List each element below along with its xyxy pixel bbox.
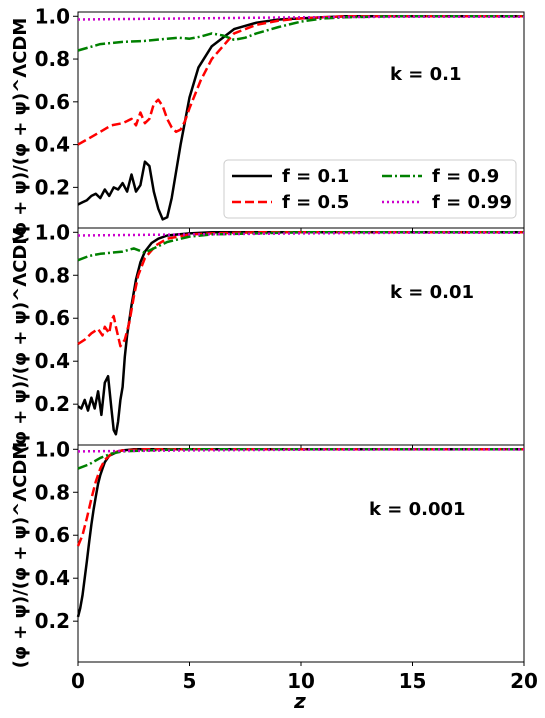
series-line-f0-99	[77, 448, 524, 453]
series-line-f0-9	[77, 448, 524, 470]
y-tick-label: 0.8	[35, 480, 70, 504]
panel-bottom-ylabel: (φ + ψ)/(φ + ψ)^ΛCDM	[10, 442, 31, 669]
legend-label: f = 0.1	[282, 166, 349, 187]
x-tick-label: 20	[510, 669, 538, 693]
panel-middle-lines	[77, 231, 524, 436]
y-tick-label: 1.0	[35, 437, 70, 461]
x-tick-label: 5	[183, 669, 197, 693]
legend: f = 0.1 f = 0.5 f = 0.9 f = 0.99	[223, 159, 517, 219]
y-tick-label: 0.4	[35, 133, 70, 157]
series-line-f0-99	[77, 231, 524, 237]
y-tick-label: 1.0	[35, 220, 70, 244]
y-tick-label: 0.2	[35, 175, 70, 199]
panel-bottom-frame	[77, 444, 525, 663]
series-line-f0-9	[77, 15, 524, 52]
y-tick-label: 0.2	[35, 392, 70, 416]
y-tick-label: 0.6	[35, 523, 70, 547]
legend-label: f = 0.5	[282, 192, 349, 213]
series-line-f0-1	[76, 448, 524, 618]
legend-label: f = 0.99	[432, 192, 512, 213]
series-line-f0-99	[77, 15, 524, 21]
panel-top-annotation: k = 0.1	[390, 64, 461, 85]
panel-top-ylabel: (φ + ψ)/(φ + ψ)^ΛCDM	[10, 18, 31, 245]
series-line-f0-1	[77, 231, 524, 436]
y-tick-label: 0.4	[35, 566, 70, 590]
panel-middle-annotation: k = 0.01	[390, 282, 474, 303]
legend-label: f = 0.9	[432, 166, 499, 187]
series-line-f0-5	[76, 448, 524, 547]
y-tick-label: 0.8	[35, 47, 70, 71]
x-axis-label: z	[293, 689, 306, 713]
series-line-f0-9	[77, 231, 524, 262]
y-tick-label: 0.6	[35, 90, 70, 114]
y-tick-label: 0.8	[35, 263, 70, 287]
panel-top: 0.2 0.4 0.6 0.8 1.0 (φ + ψ)/(φ + ψ)^ΛCDM f =…	[10, 4, 525, 245]
panel-middle: 0.2 0.4 0.6 0.8 1.0 (φ + ψ)/(φ + ψ)^ΛCDM k =…	[10, 220, 525, 454]
x-tick-label: 15	[399, 669, 427, 693]
x-tick-label: 10	[287, 669, 315, 693]
y-tick-label: 0.2	[35, 609, 70, 633]
panel-middle-ylabel: (φ + ψ)/(φ + ψ)^ΛCDM	[10, 227, 31, 454]
y-tick-label: 0.4	[35, 349, 70, 373]
y-tick-label: 0.6	[35, 306, 70, 330]
panel-bottom-annotation: k = 0.001	[369, 499, 466, 520]
panel-top-lines	[77, 15, 524, 221]
panel-bottom-ticks: 0.2 0.4 0.6 0.8 1.0 0 5 10 15 20	[35, 437, 538, 693]
panel-bottom-lines	[76, 448, 524, 618]
panel-bottom: 0.2 0.4 0.6 0.8 1.0 0 5 10 15 20 (φ + ψ)/(φ + ψ)^…	[10, 437, 538, 713]
panel-top-ticks: 0.2 0.4 0.6 0.8 1.0	[35, 4, 525, 232]
x-tick-label: 0	[71, 669, 85, 693]
legend-box	[223, 159, 517, 219]
y-tick-label: 1.0	[35, 4, 70, 28]
panel-middle-ticks: 0.2 0.4 0.6 0.8 1.0	[35, 220, 525, 449]
